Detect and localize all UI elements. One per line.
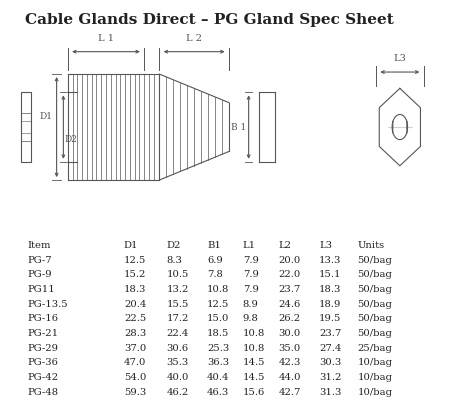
Text: L 1: L 1 — [98, 34, 114, 43]
Text: 36.3: 36.3 — [207, 358, 229, 368]
Text: L2: L2 — [279, 241, 292, 250]
Text: 15.0: 15.0 — [207, 314, 229, 323]
Text: 7.9: 7.9 — [243, 285, 259, 294]
Text: 20.0: 20.0 — [279, 256, 301, 265]
Text: Item: Item — [27, 241, 51, 250]
Text: 10.8: 10.8 — [207, 285, 229, 294]
Text: 25.3: 25.3 — [207, 344, 229, 353]
Text: D1: D1 — [39, 112, 52, 121]
Text: PG-21: PG-21 — [27, 329, 59, 338]
Text: PG-48: PG-48 — [27, 388, 59, 397]
Text: 40.4: 40.4 — [207, 373, 229, 382]
Text: 17.2: 17.2 — [166, 314, 189, 323]
Text: Units: Units — [357, 241, 384, 250]
Text: 18.5: 18.5 — [207, 329, 229, 338]
Text: PG-9: PG-9 — [27, 271, 52, 280]
Text: Cable Glands Direct – PG Gland Spec Sheet: Cable Glands Direct – PG Gland Spec Shee… — [25, 13, 394, 27]
Text: 30.3: 30.3 — [319, 358, 341, 368]
Text: 15.2: 15.2 — [124, 271, 146, 280]
Text: PG-36: PG-36 — [27, 358, 58, 368]
Text: 50/bag: 50/bag — [357, 285, 392, 294]
Text: 23.7: 23.7 — [319, 329, 341, 338]
Text: PG-16: PG-16 — [27, 314, 58, 323]
Text: PG-42: PG-42 — [27, 373, 59, 382]
Text: 9.8: 9.8 — [243, 314, 259, 323]
Text: 42.3: 42.3 — [279, 358, 301, 368]
Text: 24.6: 24.6 — [279, 300, 301, 309]
Text: 10/bag: 10/bag — [357, 358, 392, 368]
Text: PG11: PG11 — [27, 285, 55, 294]
Text: 31.3: 31.3 — [319, 388, 341, 397]
Text: 54.0: 54.0 — [124, 373, 146, 382]
Text: 22.5: 22.5 — [124, 314, 146, 323]
Text: 18.3: 18.3 — [319, 285, 341, 294]
Text: L 2: L 2 — [186, 34, 202, 43]
Text: D2: D2 — [166, 241, 181, 250]
Text: 59.3: 59.3 — [124, 388, 146, 397]
Text: 30.6: 30.6 — [166, 344, 189, 353]
Text: 12.5: 12.5 — [124, 256, 146, 265]
Text: 44.0: 44.0 — [279, 373, 301, 382]
Text: 10.8: 10.8 — [243, 344, 265, 353]
Text: 50/bag: 50/bag — [357, 329, 392, 338]
Text: PG-7: PG-7 — [27, 256, 52, 265]
Text: 7.8: 7.8 — [207, 271, 223, 280]
Text: 10/bag: 10/bag — [357, 373, 392, 382]
Text: 35.3: 35.3 — [166, 358, 189, 368]
Text: 35.0: 35.0 — [279, 344, 301, 353]
Text: 37.0: 37.0 — [124, 344, 146, 353]
Text: 6.9: 6.9 — [207, 256, 223, 265]
Text: 12.5: 12.5 — [207, 300, 229, 309]
Text: 14.5: 14.5 — [243, 373, 265, 382]
Text: 15.1: 15.1 — [319, 271, 342, 280]
Text: 50/bag: 50/bag — [357, 271, 392, 280]
Text: 7.9: 7.9 — [243, 271, 259, 280]
Text: 40.0: 40.0 — [166, 373, 189, 382]
Text: 31.2: 31.2 — [319, 373, 341, 382]
Text: 50/bag: 50/bag — [357, 300, 392, 309]
Bar — [21, 93, 31, 161]
Text: 18.9: 18.9 — [319, 300, 341, 309]
Text: 8.9: 8.9 — [243, 300, 259, 309]
Text: 50/bag: 50/bag — [357, 256, 392, 265]
Text: B 1: B 1 — [231, 123, 246, 132]
Text: L3: L3 — [319, 241, 332, 250]
Text: 15.5: 15.5 — [166, 300, 189, 309]
Text: 46.2: 46.2 — [166, 388, 189, 397]
Text: L1: L1 — [243, 241, 256, 250]
Text: 10/bag: 10/bag — [357, 388, 392, 397]
Text: PG-29: PG-29 — [27, 344, 58, 353]
Text: 42.7: 42.7 — [279, 388, 301, 397]
Text: 19.5: 19.5 — [319, 314, 341, 323]
Text: D2: D2 — [64, 135, 77, 144]
Text: 8.3: 8.3 — [166, 256, 182, 265]
Text: 20.4: 20.4 — [124, 300, 146, 309]
Text: 10.5: 10.5 — [166, 271, 189, 280]
Text: 13.3: 13.3 — [319, 256, 341, 265]
Text: 27.4: 27.4 — [319, 344, 341, 353]
Text: B1: B1 — [207, 241, 221, 250]
Text: 15.6: 15.6 — [243, 388, 265, 397]
Text: 23.7: 23.7 — [279, 285, 301, 294]
Text: D1: D1 — [124, 241, 138, 250]
Text: 46.3: 46.3 — [207, 388, 229, 397]
Text: PG-13.5: PG-13.5 — [27, 300, 68, 309]
Text: 10.8: 10.8 — [243, 329, 265, 338]
Text: 18.3: 18.3 — [124, 285, 146, 294]
Text: 22.0: 22.0 — [279, 271, 301, 280]
Text: 50/bag: 50/bag — [357, 314, 392, 323]
Text: 30.0: 30.0 — [279, 329, 301, 338]
Text: 7.9: 7.9 — [243, 256, 259, 265]
Text: 28.3: 28.3 — [124, 329, 146, 338]
Text: 13.2: 13.2 — [166, 285, 189, 294]
Text: 22.4: 22.4 — [166, 329, 189, 338]
Text: 47.0: 47.0 — [124, 358, 146, 368]
Text: 14.5: 14.5 — [243, 358, 265, 368]
Text: 25/bag: 25/bag — [357, 344, 392, 353]
Text: L3: L3 — [393, 54, 406, 63]
Text: 26.2: 26.2 — [279, 314, 301, 323]
